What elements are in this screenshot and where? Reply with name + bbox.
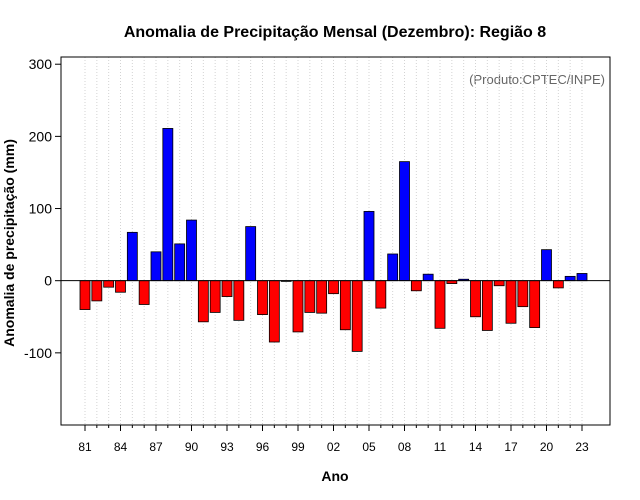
bar-2005 — [363, 211, 375, 282]
x-tick-label: 87 — [149, 440, 163, 454]
bar-1982 — [91, 280, 103, 302]
x-tick-label: 08 — [398, 440, 412, 454]
bar-1989 — [174, 243, 186, 282]
x-tick-label: 81 — [78, 440, 92, 454]
x-axis-label: Ano — [321, 468, 348, 484]
bar-2002 — [328, 280, 339, 295]
chart-title: Anomalia de Precipitação Mensal (Dezembr… — [124, 24, 546, 41]
bar-1988 — [162, 128, 174, 282]
bar-2008 — [399, 161, 410, 282]
bar-1983 — [103, 280, 115, 288]
plot-frame — [60, 56, 611, 426]
bar-1995 — [245, 226, 257, 282]
bar-2004 — [351, 280, 363, 352]
x-tick-label: 05 — [362, 440, 376, 454]
bar-1992 — [209, 280, 221, 313]
y-tick-label: 300 — [29, 56, 53, 72]
bar-2001 — [316, 280, 328, 314]
x-tick-label: 93 — [220, 440, 234, 454]
bar-1999 — [292, 280, 304, 333]
x-tick-label: 17 — [504, 440, 518, 454]
x-tick-label: 14 — [469, 440, 483, 454]
x-tick-label: 20 — [540, 440, 554, 454]
bar-2010 — [422, 273, 434, 282]
bar-1986 — [138, 280, 150, 305]
x-axis: 81 84 87 90 93 96 99 02 05 08 11 14 17 20 23 — [78, 425, 589, 454]
bar-1981 — [79, 280, 91, 310]
bar-2020 — [541, 249, 552, 282]
grid-lines — [84, 57, 583, 425]
bar-2014 — [470, 280, 481, 318]
bar-1985 — [126, 231, 138, 282]
bar-1994 — [233, 280, 245, 321]
bar-1990 — [186, 219, 197, 282]
credit-label: (Produto:CPTEC/INPE) — [469, 72, 605, 87]
x-tick-label: 99 — [291, 440, 305, 454]
bar-1984 — [115, 280, 126, 293]
bar-1996 — [257, 280, 268, 316]
y-tick-label: 200 — [29, 128, 53, 144]
bar-2015 — [481, 280, 493, 331]
x-tick-label: 96 — [256, 440, 270, 454]
y-axis: -100 0 100 200 300 — [24, 56, 61, 361]
x-tick-label: 84 — [114, 440, 128, 454]
x-tick-label: 23 — [575, 440, 589, 454]
bar-1987 — [150, 251, 162, 282]
y-tick-label: -100 — [24, 345, 52, 361]
y-tick-label: 100 — [29, 201, 53, 217]
bars — [79, 128, 588, 352]
bar-2000 — [304, 280, 316, 313]
bar-2021 — [552, 280, 564, 289]
bar-2009 — [410, 280, 422, 292]
y-axis-label: Anomalia de precipitação (mm) — [1, 139, 17, 347]
bar-1997 — [268, 280, 280, 343]
x-tick-label: 90 — [185, 440, 199, 454]
bar-2022 — [564, 275, 576, 282]
bar-2016 — [493, 280, 505, 287]
bar-2023 — [576, 273, 588, 282]
bar-2006 — [375, 280, 387, 309]
x-tick-label: 02 — [327, 440, 341, 454]
y-tick-label: 0 — [44, 273, 52, 289]
bar-2007 — [387, 253, 399, 282]
bar-2018 — [517, 280, 529, 308]
x-tick-label: 11 — [434, 440, 447, 454]
bar-1993 — [221, 280, 233, 297]
bar-2011 — [434, 280, 446, 329]
bar-1991 — [197, 280, 209, 323]
bar-2017 — [505, 280, 517, 324]
bar-2019 — [529, 280, 541, 328]
bar-2003 — [339, 280, 351, 331]
